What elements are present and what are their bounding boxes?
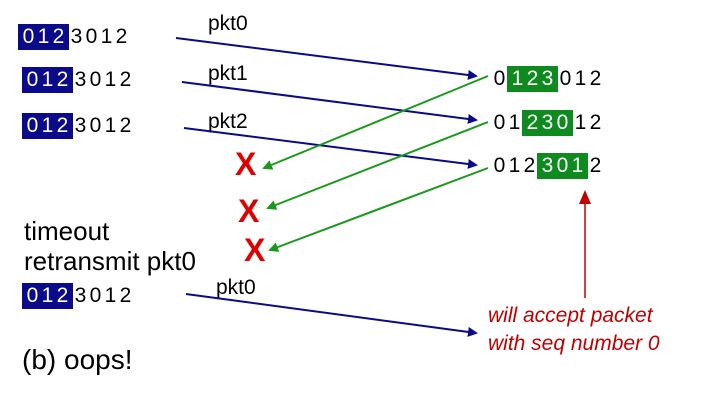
- seq-num: 1: [511, 67, 524, 90]
- accept-note-line-2: with seq number 0: [488, 332, 660, 355]
- seq-num: 1: [574, 67, 587, 90]
- caption: (b) oops!: [22, 344, 133, 375]
- loss-x-icon: X: [238, 193, 260, 229]
- loss-x-icon: X: [235, 146, 257, 182]
- ack-arrow-2: [268, 167, 489, 252]
- seq-num: 2: [56, 284, 69, 307]
- seq-num: 3: [541, 67, 554, 90]
- pointer-arrow-head: [579, 190, 591, 204]
- sender-window-2: 0 1 2: [22, 113, 73, 139]
- packet-arrow-retransmit: [185, 293, 478, 337]
- seq-num: 0: [559, 67, 572, 90]
- seq-num: 3: [74, 114, 87, 137]
- sender-window-0: 0 1 2: [18, 24, 69, 50]
- ack-arrow-0: [262, 75, 489, 170]
- seq-num: 0: [556, 154, 569, 177]
- seq-num: 2: [589, 111, 602, 134]
- seq-num: 0: [26, 114, 39, 137]
- seq-num: 1: [104, 284, 117, 307]
- receiver-seq-row-0: 0 1 2 3 0 1 2: [492, 66, 603, 92]
- seq-num: 2: [523, 154, 536, 177]
- packet-arrow-1: [181, 81, 478, 124]
- retransmit-seq-row: 0 1 2 3 0 1 2: [22, 283, 133, 309]
- seq-num: 3: [74, 284, 87, 307]
- seq-num: 2: [56, 68, 69, 91]
- seq-num: 1: [41, 114, 54, 137]
- seq-num: 1: [100, 25, 113, 48]
- seq-num: 2: [119, 114, 132, 137]
- seq-num: 2: [526, 67, 539, 90]
- seq-num: 0: [26, 68, 39, 91]
- sender-seq-row-0: 0 1 2 3 0 1 2: [18, 24, 129, 50]
- seq-num: 3: [74, 68, 87, 91]
- packet-arrow-2: [183, 127, 478, 169]
- sender-seq-row-2: 0 1 2 3 0 1 2: [22, 113, 133, 139]
- retransmit-packet-label: pkt0: [216, 276, 256, 299]
- receiver-window-2: 3 0 1: [537, 153, 588, 179]
- receiver-seq-row-1: 0 1 2 3 0 1 2: [492, 110, 603, 136]
- packet-arrow-0: [175, 37, 478, 80]
- seq-num: 3: [70, 25, 83, 48]
- receiver-window-0: 1 2 3: [507, 66, 558, 92]
- seq-num: 0: [85, 25, 98, 48]
- accept-note-line-1: will accept packet: [488, 304, 653, 327]
- seq-num: 0: [89, 68, 102, 91]
- seq-num: 2: [119, 68, 132, 91]
- seq-num: 2: [526, 111, 539, 134]
- seq-num: 0: [493, 67, 506, 90]
- seq-num: 1: [37, 25, 50, 48]
- retransmit-label: retransmit pkt0: [24, 246, 196, 276]
- packet-label-1: pkt1: [208, 62, 248, 85]
- seq-num: 1: [574, 111, 587, 134]
- seq-num: 1: [41, 68, 54, 91]
- seq-num: 2: [589, 67, 602, 90]
- seq-num: 2: [115, 25, 128, 48]
- seq-num: 0: [89, 284, 102, 307]
- seq-num: 2: [119, 284, 132, 307]
- seq-num: 0: [22, 25, 35, 48]
- seq-num: 1: [41, 284, 54, 307]
- packet-label-0: pkt0: [208, 12, 248, 35]
- seq-num: 3: [541, 111, 554, 134]
- seq-num: 2: [589, 154, 602, 177]
- seq-num: 1: [571, 154, 584, 177]
- ack-arrow-1: [266, 121, 489, 210]
- seq-num: 0: [26, 284, 39, 307]
- seq-num: 2: [52, 25, 65, 48]
- seq-num: 3: [541, 154, 554, 177]
- receiver-window-1: 2 3 0: [522, 110, 573, 136]
- timeout-label: timeout: [24, 216, 110, 246]
- seq-num: 1: [104, 114, 117, 137]
- seq-num: 1: [508, 111, 521, 134]
- receiver-seq-row-2: 0 1 2 3 0 1 2: [492, 153, 603, 179]
- seq-num: 1: [104, 68, 117, 91]
- seq-num: 0: [493, 154, 506, 177]
- loss-x-icon: X: [244, 232, 266, 268]
- seq-num: 1: [508, 154, 521, 177]
- seq-num: 2: [56, 114, 69, 137]
- seq-num: 0: [556, 111, 569, 134]
- retransmit-window: 0 1 2: [22, 283, 73, 309]
- sender-seq-row-1: 0 1 2 3 0 1 2: [22, 67, 133, 93]
- seq-num: 0: [493, 111, 506, 134]
- seq-num: 0: [89, 114, 102, 137]
- packet-label-2: pkt2: [208, 110, 248, 133]
- sender-window-1: 0 1 2: [22, 67, 73, 93]
